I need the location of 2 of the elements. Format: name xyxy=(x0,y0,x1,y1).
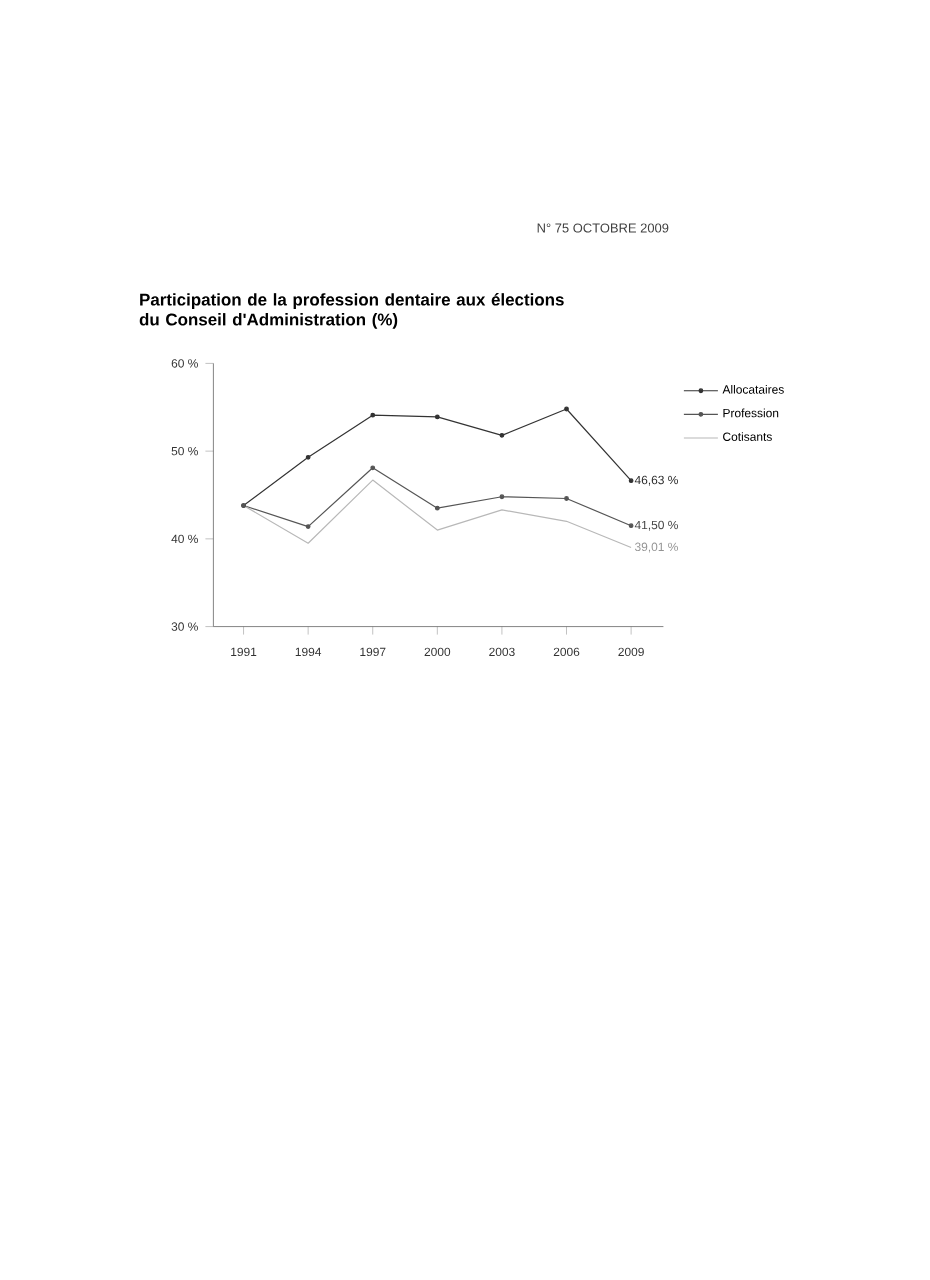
chart-title: Participation de la profession dentaire aux élections du Conseil d'Administration (%) xyxy=(139,293,564,329)
line-series xyxy=(242,479,632,549)
